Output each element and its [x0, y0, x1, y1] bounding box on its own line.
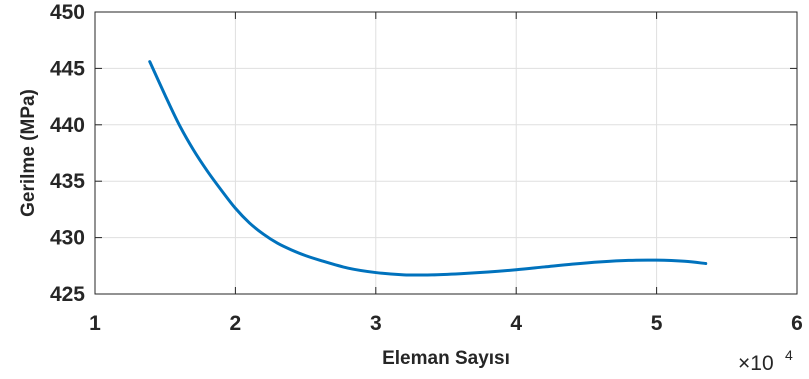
x-tick-label: 1	[89, 312, 101, 335]
plot-frame	[94, 11, 798, 295]
series-layer	[148, 60, 708, 277]
y-tick-labels: 425 430 435 440 445 450	[50, 1, 85, 306]
series-line	[148, 60, 708, 277]
y-tick-label: 445	[50, 57, 85, 80]
x-tick-labels: 1 2 3 4 5 6	[89, 312, 803, 335]
x-tick-label: 4	[510, 312, 522, 335]
tick-marks	[94, 11, 798, 295]
x-tick-label: 3	[370, 312, 382, 335]
grid	[95, 12, 797, 294]
plot-area	[95, 12, 797, 294]
x-axis-label: Eleman Sayısı	[382, 348, 510, 369]
y-tick-label: 425	[50, 283, 85, 306]
y-tick-label: 430	[50, 227, 85, 250]
y-axis-label: Gerilme (MPa)	[18, 89, 39, 217]
y-tick-label: 440	[50, 114, 85, 137]
x-exponent-base: ×10	[738, 352, 774, 375]
x-exponent-power: 4	[785, 347, 793, 363]
x-tick-label: 2	[230, 312, 242, 335]
y-tick-label: 435	[50, 170, 85, 193]
y-tick-label: 450	[50, 1, 85, 24]
x-tick-label: 5	[651, 312, 663, 335]
x-tick-label: 6	[791, 312, 803, 335]
